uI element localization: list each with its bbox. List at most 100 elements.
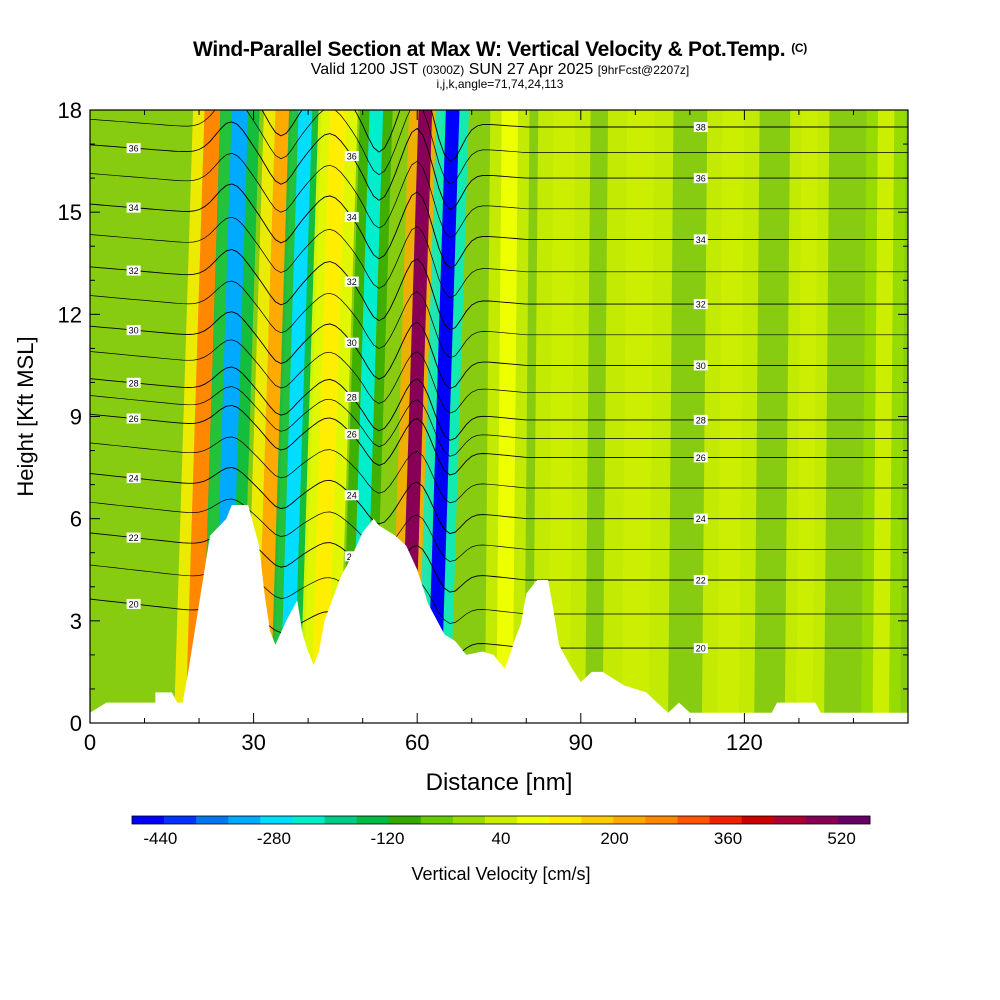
velocity-band (256, 110, 292, 723)
theta-label: 20 (696, 644, 706, 654)
theta-label-box (344, 276, 359, 287)
x-tick-label: 60 (405, 730, 429, 755)
theta-label-box (693, 234, 708, 245)
theta-label-box (126, 143, 141, 154)
theta-contour-line (90, 404, 908, 476)
theta-label-box (126, 598, 141, 609)
x-tick-label: 30 (241, 730, 265, 755)
colorbar-swatch (517, 816, 550, 824)
theta-label: 36 (347, 151, 357, 161)
x-tick-label: 120 (726, 730, 763, 755)
theta-label-box (693, 299, 708, 310)
x-axis-label: Distance [nm] (426, 769, 573, 796)
theta-label: 28 (347, 392, 357, 402)
colorbar-frame (131, 815, 871, 825)
forecast-info: [9hrFcst@2207z] (597, 63, 690, 77)
theta-label-box (126, 413, 141, 424)
velocity-band (872, 110, 895, 723)
x-tick-label: 0 (84, 730, 96, 755)
theta-label-box (693, 513, 708, 524)
theta-label: 32 (129, 266, 139, 276)
theta-label-box (344, 337, 359, 348)
theta-contour-line-minor (90, 280, 908, 359)
theta-label: 32 (347, 277, 357, 287)
theta-label-box (344, 490, 359, 501)
colorbar-swatch (228, 816, 261, 824)
velocity-band (717, 110, 745, 723)
y-tick-label: 12 (58, 302, 82, 327)
theta-label: 22 (696, 575, 706, 585)
colorbar-swatch (420, 816, 454, 824)
colorbar-swatch (164, 816, 197, 824)
colorbar-swatch (324, 816, 357, 824)
theta-label: 26 (696, 453, 706, 463)
colorbar-swatch (260, 816, 293, 824)
x-tick-label: 90 (569, 730, 593, 755)
theta-label-box (126, 532, 141, 543)
velocity-band (426, 110, 460, 723)
theta-contour-line-minor (90, 152, 908, 238)
theta-label: 36 (129, 144, 139, 154)
theta-label: 36 (696, 174, 706, 184)
theta-contour-line-minor (90, 498, 908, 562)
y-tick-label: 6 (70, 507, 82, 532)
theta-label: 22 (129, 533, 139, 543)
colorbar-swatch (549, 816, 582, 824)
chart-subtitle: Valid 1200 JST (0300Z) SUN 27 Apr 2025 [… (0, 61, 1000, 79)
theta-label-box (126, 325, 141, 336)
theta-label: 32 (696, 300, 706, 310)
theta-label-box (344, 212, 359, 223)
theta-label: 38 (696, 123, 706, 133)
y-tick-label: 3 (70, 609, 82, 634)
colorbar-swatch (805, 816, 839, 824)
y-tick-label: 0 (70, 711, 82, 736)
velocity-band (496, 110, 519, 723)
colorbar-swatch (292, 816, 325, 824)
y-tick-label: 9 (70, 405, 82, 430)
colorbar-swatch (613, 816, 646, 824)
colorbar-tick-label: 40 (492, 829, 511, 848)
colorbar-swatch (356, 816, 389, 824)
theta-contour-line-minor (90, 386, 908, 457)
theta-label-box (693, 414, 708, 425)
theta-label-box (693, 643, 708, 654)
theta-label: 34 (129, 203, 139, 213)
theta-label-box (344, 150, 359, 161)
colorbar-swatch (132, 816, 165, 824)
colorbar-swatch (677, 816, 710, 824)
theta-label-box (126, 265, 141, 276)
theta-contour-line (90, 249, 908, 331)
colorbar-swatch (773, 816, 807, 824)
theta-label: 30 (129, 326, 139, 336)
theta-label: 28 (696, 415, 706, 425)
copyright-mark: (C) (791, 41, 807, 55)
theta-label: 26 (129, 414, 139, 424)
colorbar-tick-label: 360 (714, 829, 742, 848)
colorbar-swatch (741, 816, 775, 824)
theta-contour-line-minor (90, 436, 908, 504)
title-text: Wind-Parallel Section at Max W: Vertical… (193, 38, 786, 61)
colorbar-label: Vertical Velocity [cm/s] (411, 864, 590, 884)
theta-label: 24 (129, 474, 139, 484)
colorbar-tick-label: -120 (370, 829, 404, 848)
theta-contour-line (90, 366, 908, 441)
colorbar-swatch (484, 816, 518, 824)
theta-contour-line (90, 183, 908, 269)
theta-label-box (693, 122, 708, 133)
colorbar-swatch (709, 816, 742, 824)
theta-contours: 2020202222222424242626262828283030303232… (90, 110, 908, 658)
theta-label: 30 (347, 338, 357, 348)
plot-area: 2020202222222424242626262828283030303232… (90, 110, 908, 723)
utc-time: (0300Z) (422, 63, 465, 77)
theta-label: 34 (347, 213, 357, 223)
theta-contour-line-minor (90, 110, 908, 185)
theta-contour-line (261, 110, 908, 162)
theta-label-box (693, 574, 708, 585)
y-tick-label: 18 (58, 98, 82, 123)
theta-label-box (126, 202, 141, 213)
velocity-band (796, 110, 819, 723)
colorbar-swatch (452, 816, 486, 824)
theta-label: 28 (129, 378, 139, 388)
